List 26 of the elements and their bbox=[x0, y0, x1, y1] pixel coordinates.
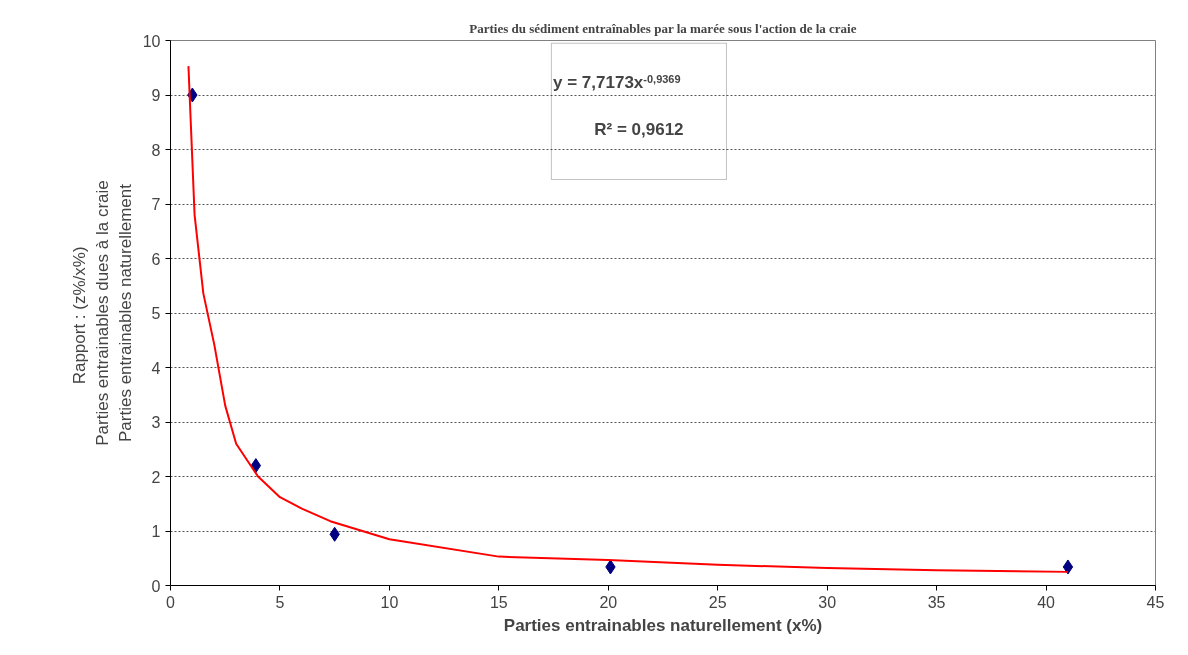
x-tick-label: 40 bbox=[1037, 593, 1056, 611]
x-tick-label: 35 bbox=[927, 593, 946, 611]
y-tick-label: 7 bbox=[151, 196, 161, 213]
y-tick-label: 0 bbox=[151, 577, 161, 595]
y-tick-label: 6 bbox=[151, 250, 161, 268]
y-tick-label: 8 bbox=[151, 141, 161, 159]
chart-title: Parties du sédiment entraînables par la marée sous l'action de la craie bbox=[469, 20, 857, 36]
y-tick-label: 5 bbox=[151, 305, 161, 322]
y-tick-label: 10 bbox=[142, 32, 161, 50]
point bbox=[1062, 559, 1074, 575]
x-tick-label: 5 bbox=[275, 593, 285, 611]
annotation: R² = 0,9612 bbox=[594, 119, 684, 139]
y-tick-label: 9 bbox=[151, 87, 161, 104]
y-tick-label: 3 bbox=[151, 414, 161, 431]
y-tick-label: 2 bbox=[151, 468, 161, 486]
x-axis-title: Parties entrainables naturellement (x%) bbox=[503, 615, 823, 635]
x-tick-label: 10 bbox=[380, 593, 399, 611]
x-tick-label: 30 bbox=[818, 593, 837, 611]
x-tick-label: 25 bbox=[708, 593, 727, 611]
x-tick-label: 45 bbox=[1146, 593, 1165, 611]
y-axis-title: Rapport : (z%/x%) Parties entrainables dues à la craie Parties entrainables naturellement bbox=[70, 180, 135, 446]
x-tick-label: 20 bbox=[599, 593, 618, 611]
y-tick-label: 1 bbox=[151, 523, 161, 540]
x-tick-label: 15 bbox=[489, 593, 508, 611]
y-tick-label: 4 bbox=[151, 359, 161, 377]
x-tick-label: 0 bbox=[166, 593, 176, 611]
